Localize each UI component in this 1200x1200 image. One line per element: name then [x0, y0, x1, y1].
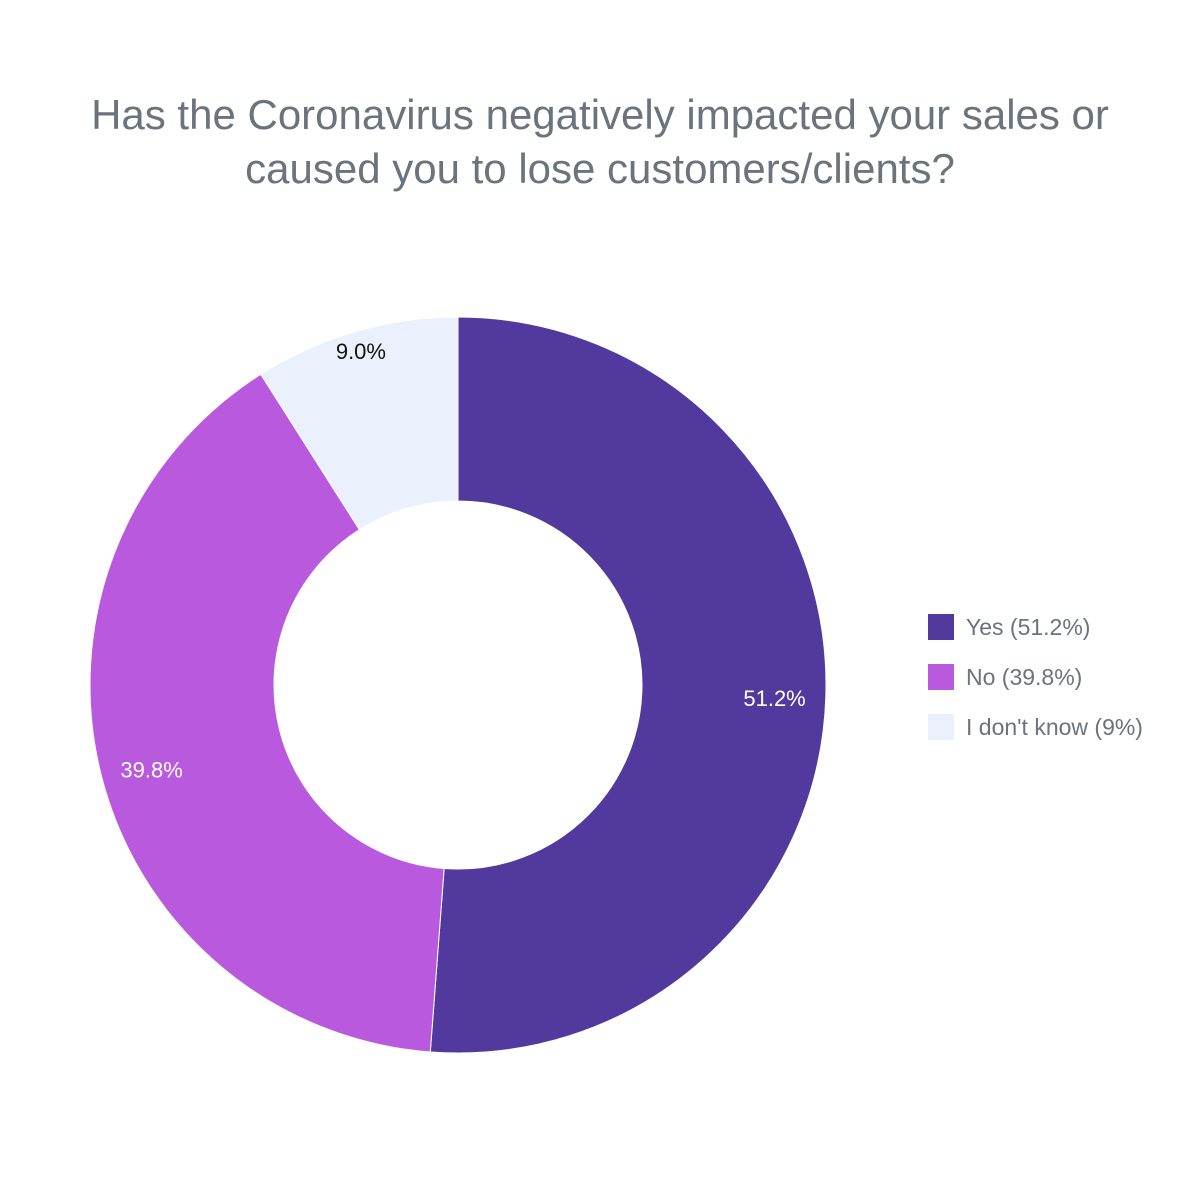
donut-slice-no[interactable]: [89, 373, 445, 1053]
slice-label-dont-know: 9.0%: [336, 339, 386, 364]
slice-label-no: 39.8%: [120, 757, 182, 782]
legend-swatch-dont-know: [928, 714, 954, 740]
slice-label-yes: 51.2%: [743, 686, 805, 711]
legend-swatch-no: [928, 664, 954, 690]
donut-slice-dont-know[interactable]: [260, 316, 459, 531]
chart-title: Has the Coronavirus negatively impacted …: [0, 88, 1200, 196]
legend-label-dont-know: I don't know (9%): [966, 714, 1143, 740]
legend-label-no: No (39.8%): [966, 664, 1083, 690]
slice-labels: 51.2% 39.8% 9.0%: [120, 339, 805, 783]
chart-title-line-2: caused you to lose customers/clients?: [245, 145, 955, 192]
donut-slice-yes[interactable]: [429, 316, 827, 1054]
donut-slices: [89, 316, 827, 1054]
chart-title-line-1: Has the Coronavirus negatively impacted …: [91, 91, 1109, 138]
legend-swatch-yes: [928, 614, 954, 640]
legend-label-yes: Yes (51.2%): [966, 614, 1091, 640]
